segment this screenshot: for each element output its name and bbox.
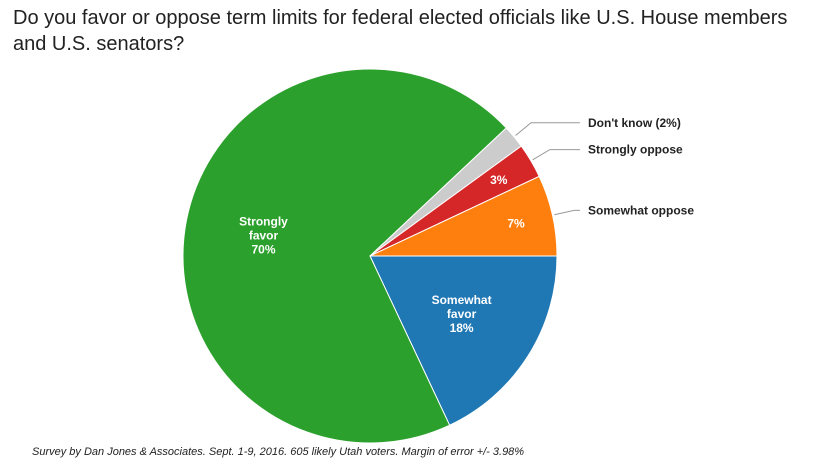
source-note: Survey by Dan Jones & Associates. Sept. … bbox=[32, 446, 525, 458]
slice-label-strongly-favor: Strongly bbox=[239, 215, 288, 229]
callout-label-somewhat-oppose: Somewhat oppose bbox=[588, 203, 694, 217]
slice-label-somewhat-favor: Somewhat bbox=[432, 293, 492, 307]
slice-label-somewhat-favor: favor bbox=[447, 307, 477, 321]
pie-slice-strongly-favor bbox=[182, 68, 508, 444]
slice-label-strongly-oppose: 3% bbox=[490, 173, 508, 187]
leader-line-don-t-know bbox=[515, 122, 580, 136]
slice-label-strongly-favor: favor bbox=[249, 229, 279, 243]
chart-title: Do you favor or oppose term limits for f… bbox=[13, 7, 788, 55]
slice-label-somewhat-oppose: 7% bbox=[507, 216, 525, 230]
callout-label-don-t-know: Don't know (2%) bbox=[588, 116, 681, 130]
slice-label-strongly-favor: 70% bbox=[251, 243, 275, 257]
pie-slice-somewhat-oppose bbox=[369, 175, 558, 257]
leader-line-somewhat-oppose bbox=[554, 209, 580, 216]
callout-label-strongly-oppose: Strongly oppose bbox=[588, 143, 683, 157]
leader-line-strongly-oppose bbox=[532, 149, 580, 161]
slice-label-somewhat-favor: 18% bbox=[450, 321, 474, 335]
pie-slice-somewhat-favor bbox=[369, 255, 558, 426]
